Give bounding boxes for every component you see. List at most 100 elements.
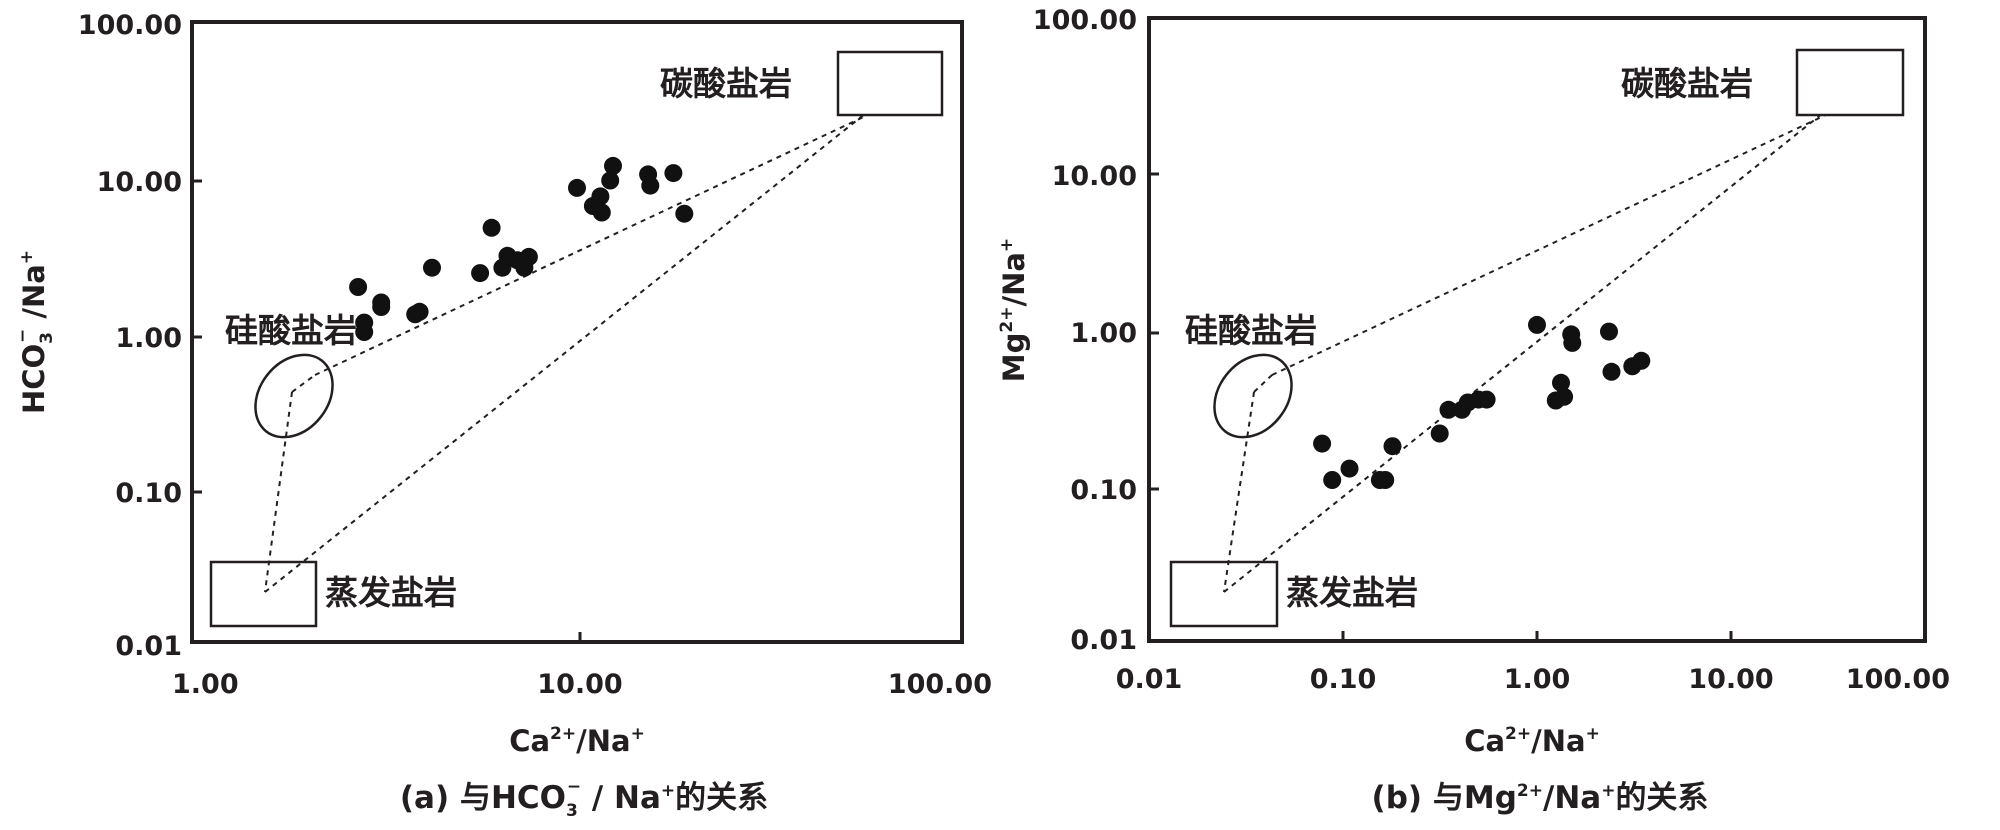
- panel-a-data-point-15: [568, 178, 586, 197]
- panel-a-data-points: [349, 156, 694, 341]
- panel-b-data-point-6: [1430, 424, 1449, 443]
- panel-a-data-point-14: [519, 247, 538, 266]
- panel-b-ylabel-sup: 2+: [997, 306, 1017, 332]
- panel-a-ylabel-sub: 3: [37, 332, 57, 344]
- panel-a-xlabel: Ca2+/Na+: [509, 724, 645, 758]
- panel-a-line-silicate-inner: [291, 374, 316, 393]
- panel-a-ylabel-rest: /Na: [17, 264, 51, 329]
- panel-b-line-silicate-inner: [1253, 374, 1273, 393]
- panel-a-xtick-label-2: 100.00: [888, 669, 992, 700]
- panel-a-ytick-label-4: 100.00: [78, 10, 182, 41]
- panel-a-xtick-label-1: 10.00: [537, 669, 622, 700]
- panel-a-carbonate-box: [836, 50, 944, 117]
- panel-a-xlabel-sup2: +: [631, 724, 645, 744]
- panel-a-plot-frame: [190, 20, 964, 644]
- panel-b-xtick-label-2: 1.00: [1504, 664, 1571, 695]
- panel-a-label-silicate: 硅酸盐岩: [225, 311, 357, 350]
- panel-b-xlabel-base: Ca: [1464, 724, 1505, 758]
- panel-a-data-point-22: [641, 176, 660, 195]
- panel-b-ticks: [1149, 172, 1733, 641]
- panel-b-xlabel-sup: 2+: [1505, 724, 1531, 744]
- panel-a-data-point-19: [601, 171, 620, 190]
- panel-a-data-point-6: [410, 302, 429, 321]
- panel-b-ytick-label-4: 100.00: [1033, 5, 1137, 36]
- panel-a-line-silicate-evaporite: [264, 391, 293, 593]
- panel-b-data-point-7: [1439, 400, 1458, 419]
- panel-b-carbonate-box: [1795, 48, 1905, 117]
- panel-b-xlabel-sup2: +: [1586, 724, 1600, 744]
- panel-a-data-point-18: [592, 203, 611, 222]
- panel-a-data-point-7: [423, 258, 441, 277]
- panel-a-ylabel: HCO3− /Na+: [13, 250, 57, 414]
- panel-a-data-point-9: [482, 218, 501, 237]
- panel-a-label-carbonate: 碳酸盐岩: [660, 64, 792, 103]
- panel-a-ylabel-sup2: +: [17, 250, 37, 264]
- panel-b-data-points: [1313, 315, 1651, 489]
- panel-a-caption-base: HCO: [491, 780, 566, 816]
- panel-b-mixing-lines: [1223, 112, 1831, 593]
- panel-b-ylabel: Mg2+/Na+: [997, 238, 1031, 382]
- panel-b-xtick-label-0: 0.01: [1116, 664, 1183, 695]
- panel-b-caption-prefix: (b) 与: [1372, 780, 1464, 816]
- panel-a-ylabel-sup: −: [13, 329, 33, 343]
- panel-b-label-evaporite: 蒸发盐岩: [1286, 573, 1418, 612]
- panel-a-caption-sub: 3: [566, 801, 578, 821]
- panel-a-ytick-label-2: 1.00: [115, 323, 182, 354]
- panel-a-xlabel-rest: /Na: [576, 724, 630, 758]
- panel-a-data-point-23: [664, 164, 683, 183]
- panel-b-xtick-label-4: 100.00: [1846, 664, 1950, 695]
- panel-a: 0.01 0.10 1.00 10.00 100.00 1.00 10.00 1…: [13, 10, 992, 821]
- panel-b-caption-base: Mg: [1464, 780, 1517, 816]
- panel-b-caption-sup2: +: [1601, 781, 1615, 801]
- panel-b-line-silicate-carbonate-upper: [1271, 112, 1831, 376]
- panel-b: 0.01 0.10 1.00 10.00 100.00 0.01 0.10 1.…: [997, 5, 1950, 816]
- panel-b-xtick-label-1: 0.10: [1310, 664, 1377, 695]
- panel-a-data-point-0: [349, 278, 368, 296]
- panel-a-caption-prefix: (a) 与: [400, 780, 491, 816]
- panel-a-silicate-ellipse: [254, 353, 334, 439]
- panel-a-data-point-2: [355, 323, 374, 341]
- panel-b-caption-suffix: 的关系: [1615, 780, 1708, 816]
- panel-b-data-point-14: [1552, 373, 1570, 392]
- panel-a-xlabel-base: Ca: [509, 724, 550, 758]
- panel-a-ylabel-base: HCO: [17, 344, 51, 414]
- panel-b-data-point-12: [1528, 315, 1546, 334]
- panel-b-data-point-17: [1563, 333, 1582, 352]
- panel-b-data-point-5: [1383, 437, 1402, 456]
- panel-b-xlabel-rest: /Na: [1531, 724, 1585, 758]
- panel-b-ytick-label-2: 1.00: [1070, 318, 1137, 349]
- panel-b-ylabel-base: Mg: [997, 333, 1031, 383]
- panel-b-data-point-1: [1323, 471, 1342, 489]
- panel-b-data-point-18: [1600, 322, 1618, 341]
- panel-b-data-point-2: [1340, 459, 1359, 478]
- panel-b-ylabel-sup2: +: [997, 238, 1017, 252]
- panel-b-xtick-label-3: 10.00: [1688, 664, 1773, 695]
- panel-a-data-point-24: [675, 204, 694, 223]
- panel-b-ytick-label-3: 10.00: [1052, 161, 1137, 192]
- panel-b-evaporite-box: [1169, 560, 1279, 628]
- panel-a-caption-sup: −: [567, 777, 581, 797]
- panel-a-line-silicate-carbonate-upper: [314, 112, 873, 376]
- panel-a-xtick-label-0: 1.00: [172, 669, 239, 700]
- panel-b-xlabel: Ca2+/Na+: [1464, 724, 1600, 758]
- panel-a-ticks: [192, 179, 582, 642]
- panel-a-xlabel-sup: 2+: [550, 724, 576, 744]
- panel-b-line-silicate-evaporite: [1223, 391, 1255, 593]
- panel-b-silicate-ellipse: [1213, 353, 1293, 439]
- panel-b-caption-sup: 2+: [1517, 781, 1543, 801]
- panel-a-caption-sup2: +: [661, 781, 675, 801]
- panel-a-data-point-8: [471, 264, 490, 283]
- panel-b-ylabel-rest: /Na: [997, 252, 1031, 306]
- panel-b-label-silicate: 硅酸盐岩: [1185, 311, 1317, 350]
- panel-b-data-point-11: [1477, 390, 1496, 409]
- panel-b-label-carbonate: 碳酸盐岩: [1621, 64, 1753, 103]
- panel-a-evaporite-box: [209, 560, 318, 628]
- panel-b-ytick-label-0: 0.01: [1070, 625, 1137, 656]
- panel-b-ytick-label-1: 0.10: [1070, 475, 1137, 506]
- panel-a-ytick-label-1: 0.10: [115, 478, 182, 509]
- panel-a-ytick-label-0: 0.01: [115, 631, 182, 662]
- panel-a-mixing-lines: [264, 112, 873, 593]
- panel-a-ytick-label-3: 10.00: [97, 167, 182, 198]
- panel-b-caption: (b) 与Mg2+/Na+的关系: [1372, 780, 1709, 816]
